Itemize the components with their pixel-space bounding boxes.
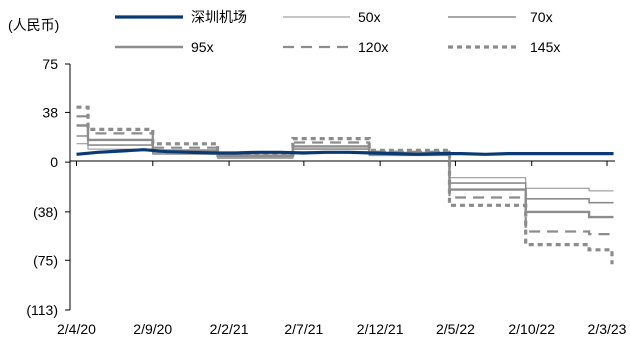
series-line-深圳机场 xyxy=(76,148,614,156)
y-axis-ticks: 75 38 0 (38) (75) (113) xyxy=(26,56,70,318)
x-tick-label: 2/10/22 xyxy=(508,321,555,337)
x-tick-label: 2/5/22 xyxy=(436,321,475,337)
y-tick-label: (113) xyxy=(26,302,58,318)
legend-label: 70x xyxy=(530,9,553,25)
x-tick-label: 2/12/21 xyxy=(357,321,404,337)
x-tick-label: 2/9/20 xyxy=(133,321,172,337)
axes xyxy=(69,64,615,310)
legend-label: 95x xyxy=(191,39,214,55)
legend-label: 50x xyxy=(358,9,381,25)
series-line-145x xyxy=(76,105,614,265)
y-tick-label: 0 xyxy=(50,154,58,170)
series-line-120x xyxy=(76,115,614,236)
y-tick-label: (38) xyxy=(33,204,58,220)
x-axis-ticks: 2/4/20 2/9/20 2/2/21 2/7/21 2/12/21 2/5/22 2/1… xyxy=(57,161,627,337)
y-tick-label: 38 xyxy=(42,104,58,120)
plot-series xyxy=(76,105,614,265)
series-line-70x xyxy=(76,135,614,204)
y-tick-label: (75) xyxy=(33,252,58,268)
x-tick-label: 2/4/20 xyxy=(57,321,96,337)
x-tick-label: 2/2/21 xyxy=(210,321,249,337)
legend-label: 145x xyxy=(530,39,560,55)
x-tick-label: 2/7/21 xyxy=(284,321,323,337)
series-line-95x xyxy=(76,124,614,219)
y-tick-label: 75 xyxy=(42,56,58,72)
legend: 深圳机场 50x 70x 95x 120x 145x xyxy=(115,9,560,55)
legend-label: 深圳机场 xyxy=(191,9,247,25)
x-tick-label: 2/3/23 xyxy=(588,321,627,337)
unit-label: (人民币) xyxy=(8,17,59,33)
legend-label: 120x xyxy=(358,39,388,55)
